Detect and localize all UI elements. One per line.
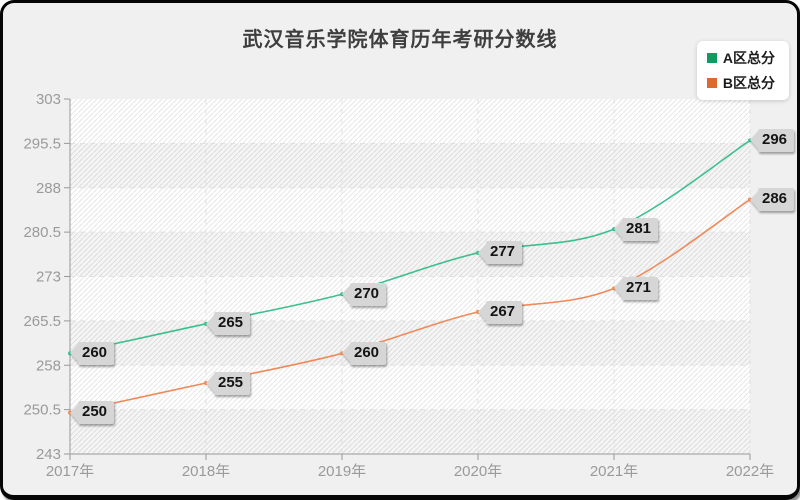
legend-item-a[interactable]: A区总分: [706, 48, 775, 68]
plot-band: [70, 409, 750, 454]
x-axis-tick-label: 2017年: [46, 463, 94, 480]
data-point-marker: [476, 250, 480, 255]
series-line-0: [69, 139, 751, 355]
chart-title: 武汉音乐学院体育历年考研分数线: [242, 29, 558, 51]
legend: A区总分 B区总分: [696, 41, 789, 100]
y-axis-tick-label: 295.5: [23, 135, 61, 152]
plot-area: 2017年 2018年 2019年 2020年 2021年 2022年 303 295.5 2…: [23, 91, 774, 480]
y-axis-tick-label: 288: [36, 180, 61, 197]
data-point-marker: [612, 227, 616, 232]
data-point-marker: [612, 286, 616, 291]
series-line-1: [69, 198, 751, 414]
x-axis-tick-label: 2019年: [318, 463, 366, 480]
gridlines: [70, 99, 751, 454]
data-point-marker: [476, 310, 480, 314]
data-point-marker: [68, 351, 72, 356]
x-axis-tick-label: 2021年: [590, 463, 638, 480]
x-axis-tick-label: 2022年: [726, 463, 774, 480]
data-point-marker: [340, 292, 344, 297]
legend-swatch-b-icon: [706, 78, 717, 88]
data-point-marker: [204, 321, 208, 326]
x-axis-labels: 2017年 2018年 2019年 2020年 2021年 2022年: [46, 463, 774, 480]
y-axis-tick-label: 265.5: [23, 313, 61, 330]
y-axis-tick-label: 243: [36, 446, 61, 463]
y-axis-tick-label: 303: [36, 91, 61, 108]
legend-label-b: B区总分: [722, 75, 775, 91]
data-point-marker: [68, 410, 72, 415]
axes: [64, 98, 751, 460]
plot-band: [70, 320, 750, 366]
legend-swatch-a-icon: [706, 53, 717, 63]
data-point-marker: [748, 138, 752, 143]
plot-band: [70, 143, 750, 188]
y-axis-tick-label: 258: [36, 357, 61, 374]
y-axis-labels: 303 295.5 288 280.5 273 265.5 258 250.5 243: [23, 91, 61, 463]
data-point-marker: [340, 351, 344, 356]
x-axis-tick-label: 2020年: [454, 463, 502, 480]
data-point-marker: [204, 381, 208, 385]
legend-label-a: A区总分: [722, 50, 775, 66]
data-point-marker: [748, 197, 752, 202]
y-axis-tick-label: 280.5: [23, 224, 61, 241]
x-axis-tick-label: 2018年: [182, 463, 230, 480]
legend-item-b[interactable]: B区总分: [706, 73, 775, 93]
y-axis-tick-label: 250.5: [23, 402, 61, 419]
y-axis-tick-label: 273: [36, 269, 61, 286]
